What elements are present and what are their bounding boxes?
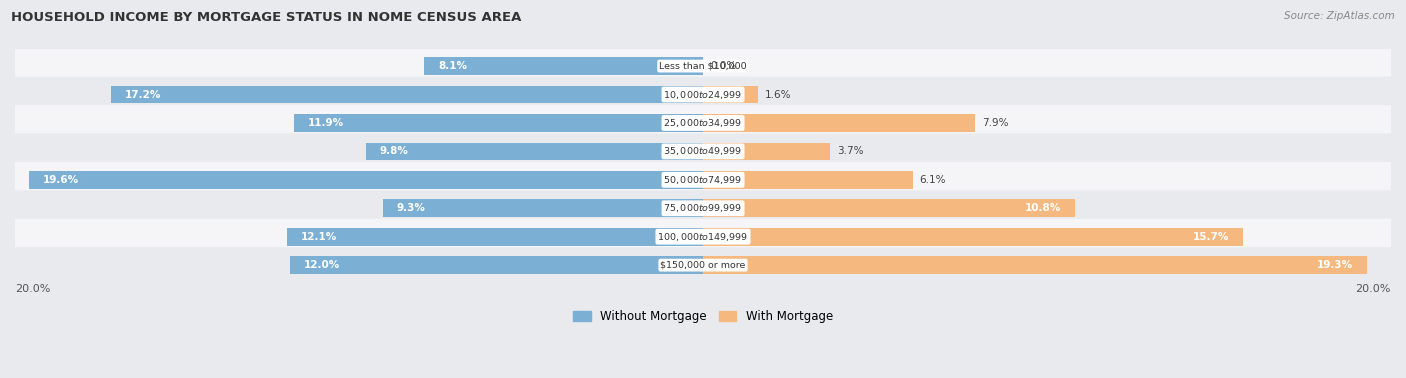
Bar bbox=[366, 143, 703, 160]
FancyBboxPatch shape bbox=[0, 133, 1406, 169]
Text: Less than $10,000: Less than $10,000 bbox=[659, 62, 747, 71]
Text: 20.0%: 20.0% bbox=[1355, 284, 1391, 294]
FancyBboxPatch shape bbox=[0, 162, 1406, 198]
Text: 19.3%: 19.3% bbox=[1317, 260, 1353, 270]
Bar bbox=[703, 200, 1074, 217]
Text: 7.9%: 7.9% bbox=[981, 118, 1008, 128]
Text: $75,000 to $99,999: $75,000 to $99,999 bbox=[664, 202, 742, 214]
Text: $150,000 or more: $150,000 or more bbox=[661, 260, 745, 270]
Text: $10,000 to $24,999: $10,000 to $24,999 bbox=[664, 88, 742, 101]
Text: 0.0%: 0.0% bbox=[710, 61, 737, 71]
Text: 9.8%: 9.8% bbox=[380, 146, 409, 156]
Text: 12.0%: 12.0% bbox=[304, 260, 340, 270]
Bar bbox=[703, 228, 1243, 245]
FancyBboxPatch shape bbox=[0, 191, 1406, 226]
Bar bbox=[382, 200, 703, 217]
Text: $35,000 to $49,999: $35,000 to $49,999 bbox=[664, 146, 742, 157]
FancyBboxPatch shape bbox=[0, 77, 1406, 112]
Bar bbox=[28, 171, 703, 189]
Bar bbox=[111, 86, 703, 103]
FancyBboxPatch shape bbox=[0, 48, 1406, 84]
Text: 3.7%: 3.7% bbox=[837, 146, 863, 156]
Bar bbox=[294, 114, 703, 132]
FancyBboxPatch shape bbox=[0, 105, 1406, 141]
Bar bbox=[287, 228, 703, 245]
Text: 1.6%: 1.6% bbox=[765, 90, 792, 99]
Bar bbox=[703, 86, 758, 103]
Bar bbox=[703, 114, 974, 132]
Text: 11.9%: 11.9% bbox=[308, 118, 343, 128]
Text: $25,000 to $34,999: $25,000 to $34,999 bbox=[664, 117, 742, 129]
Text: Source: ZipAtlas.com: Source: ZipAtlas.com bbox=[1284, 11, 1395, 21]
Text: 6.1%: 6.1% bbox=[920, 175, 946, 185]
Bar bbox=[290, 256, 703, 274]
Text: $100,000 to $149,999: $100,000 to $149,999 bbox=[658, 231, 748, 243]
Legend: Without Mortgage, With Mortgage: Without Mortgage, With Mortgage bbox=[568, 305, 838, 328]
Text: 12.1%: 12.1% bbox=[301, 232, 337, 242]
Bar bbox=[703, 256, 1367, 274]
Text: 19.6%: 19.6% bbox=[42, 175, 79, 185]
Text: 17.2%: 17.2% bbox=[125, 90, 162, 99]
Bar bbox=[425, 57, 703, 75]
Text: 9.3%: 9.3% bbox=[396, 203, 426, 213]
Bar bbox=[703, 171, 912, 189]
Text: HOUSEHOLD INCOME BY MORTGAGE STATUS IN NOME CENSUS AREA: HOUSEHOLD INCOME BY MORTGAGE STATUS IN N… bbox=[11, 11, 522, 24]
Text: 20.0%: 20.0% bbox=[15, 284, 51, 294]
Text: $50,000 to $74,999: $50,000 to $74,999 bbox=[664, 174, 742, 186]
FancyBboxPatch shape bbox=[0, 247, 1406, 283]
Text: 15.7%: 15.7% bbox=[1192, 232, 1229, 242]
Text: 8.1%: 8.1% bbox=[439, 61, 467, 71]
Text: 10.8%: 10.8% bbox=[1025, 203, 1060, 213]
FancyBboxPatch shape bbox=[0, 219, 1406, 255]
Bar bbox=[703, 143, 831, 160]
